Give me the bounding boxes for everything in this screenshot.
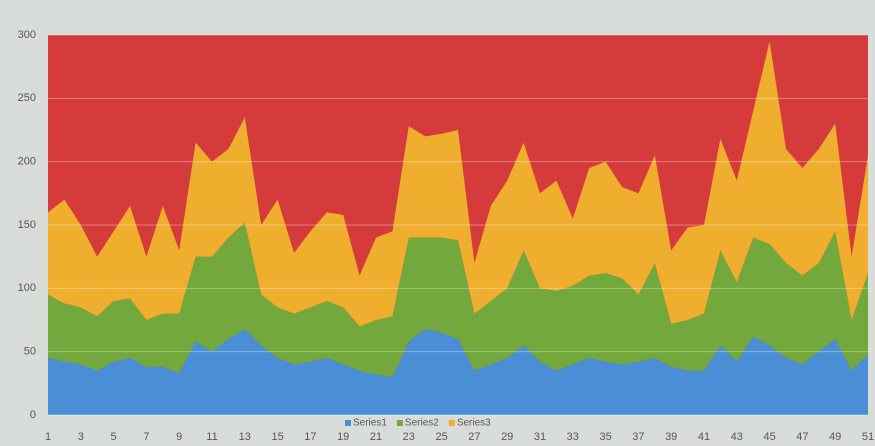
- x-tick-label: 7: [143, 431, 149, 443]
- legend-swatch: [345, 420, 351, 426]
- x-tick-label: 15: [271, 431, 283, 443]
- x-tick-label: 31: [534, 431, 546, 443]
- x-tick-label: 23: [403, 431, 415, 443]
- area: [48, 222, 868, 377]
- y-tick-label: 300: [18, 29, 36, 41]
- x-tick-label: 35: [599, 431, 611, 443]
- x-tick-label: 41: [698, 431, 710, 443]
- x-tick-label: 19: [337, 431, 349, 443]
- x-tick-label: 17: [304, 431, 316, 443]
- x-tick-label: 11: [206, 431, 217, 443]
- legend-swatch: [448, 420, 455, 426]
- x-tick-label: 25: [435, 431, 447, 443]
- x-tick-label: 39: [665, 431, 677, 443]
- y-tick-label: 0: [30, 409, 36, 421]
- legend-label: Series1: [353, 418, 387, 429]
- legend-swatch: [396, 420, 403, 426]
- area: [48, 41, 868, 327]
- x-tick-label: 43: [731, 431, 743, 443]
- x-tick-label: 37: [632, 431, 644, 443]
- x-tick-label: 49: [829, 431, 841, 443]
- x-tick-label: 47: [796, 431, 808, 443]
- legend-label: Series2: [405, 418, 439, 429]
- y-tick-label: 100: [18, 282, 36, 294]
- x-tick-label: 5: [111, 431, 117, 443]
- x-tick-label: 3: [78, 431, 84, 443]
- x-tick-label: 1: [45, 431, 51, 443]
- y-tick-label: 150: [18, 219, 36, 231]
- x-tick-label: 33: [567, 431, 579, 443]
- x-tick-label: 9: [176, 431, 182, 443]
- x-tick-label: 29: [501, 431, 513, 443]
- area: [48, 328, 868, 415]
- x-tick-label: 51: [862, 431, 874, 443]
- y-tick-label: 250: [18, 92, 36, 104]
- x-tick-label: 27: [468, 431, 480, 443]
- legend-label: Series3: [457, 418, 491, 429]
- y-tick-label: 200: [18, 156, 36, 168]
- y-tick-label: 50: [24, 346, 36, 358]
- x-tick-label: 21: [370, 431, 382, 443]
- x-tick-label: 45: [763, 431, 775, 443]
- x-tick-label: 13: [239, 431, 251, 443]
